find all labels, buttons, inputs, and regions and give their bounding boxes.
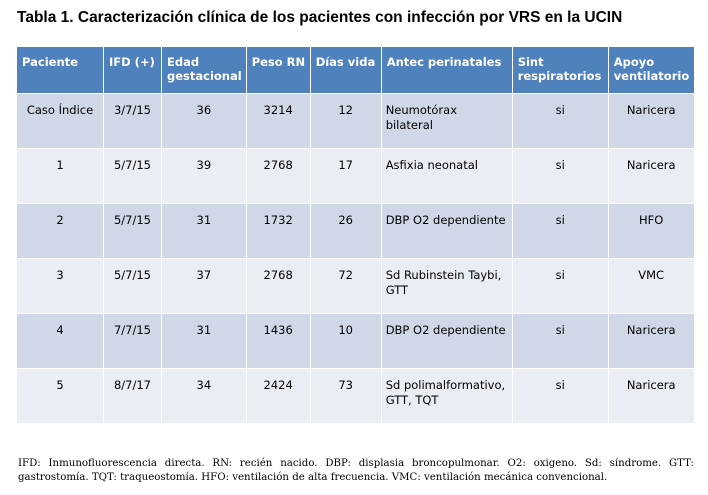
cell-paciente: 2 [16, 203, 104, 259]
cell-dias-vida: 17 [309, 148, 382, 204]
header-sint-respiratorios: Sint respiratorios [511, 46, 609, 94]
cell-sint-respiratorios: si [511, 258, 609, 314]
cell-edad-gestacional: 39 [161, 148, 247, 204]
table-row: 3 5/7/15 37 2768 72 Sd Rubinstein Taybi,… [16, 258, 695, 314]
cell-antec-perinatales: Asfixia neonatal [380, 148, 513, 204]
cell-paciente: 4 [16, 313, 104, 369]
table-header-row: Paciente IFD (+) Edad gestacional Peso R… [16, 46, 695, 94]
cell-ifd: 5/7/15 [103, 203, 162, 259]
cell-antec-perinatales: DBP O2 dependiente [380, 203, 513, 259]
cell-dias-vida: 10 [309, 313, 382, 369]
cell-antec-perinatales: DBP O2 dependiente [380, 313, 513, 369]
table-footnote: IFD: Inmunofluorescencia directa. RN: re… [18, 458, 694, 483]
header-paciente: Paciente [16, 46, 104, 94]
table-row: 5 8/7/17 34 2424 73 Sd polimalformativo,… [16, 368, 695, 424]
cell-antec-perinatales: Sd Rubinstein Taybi, GTT [380, 258, 513, 314]
table-title: Tabla 1. Caracterización clínica de los … [17, 9, 623, 26]
table-row: 4 7/7/15 31 1436 10 DBP O2 dependiente s… [16, 313, 695, 369]
patients-table: Paciente IFD (+) Edad gestacional Peso R… [16, 46, 695, 424]
cell-peso-rn: 2768 [245, 148, 311, 204]
header-antec-perinatales: Antec perinatales [380, 46, 513, 94]
cell-peso-rn: 2424 [245, 368, 311, 424]
cell-apoyo-ventilatorio: Naricera [607, 93, 695, 149]
cell-apoyo-ventilatorio: VMC [607, 258, 695, 314]
cell-apoyo-ventilatorio: Naricera [607, 368, 695, 424]
header-apoyo-ventilatorio: Apoyo ventilatorio [607, 46, 695, 94]
cell-sint-respiratorios: si [511, 203, 609, 259]
cell-ifd: 7/7/15 [103, 313, 162, 369]
cell-edad-gestacional: 36 [161, 93, 247, 149]
cell-edad-gestacional: 34 [161, 368, 247, 424]
cell-edad-gestacional: 37 [161, 258, 247, 314]
cell-paciente: 5 [16, 368, 104, 424]
cell-apoyo-ventilatorio: Naricera [607, 313, 695, 369]
cell-paciente: Caso Índice [16, 93, 104, 149]
cell-ifd: 3/7/15 [103, 93, 162, 149]
cell-peso-rn: 1732 [245, 203, 311, 259]
cell-dias-vida: 26 [309, 203, 382, 259]
cell-edad-gestacional: 31 [161, 203, 247, 259]
cell-sint-respiratorios: si [511, 148, 609, 204]
cell-ifd: 5/7/15 [103, 258, 162, 314]
cell-peso-rn: 2768 [245, 258, 311, 314]
cell-ifd: 5/7/15 [103, 148, 162, 204]
header-ifd: IFD (+) [103, 46, 162, 94]
cell-dias-vida: 73 [309, 368, 382, 424]
header-dias-vida: Días vida [309, 46, 382, 94]
cell-edad-gestacional: 31 [161, 313, 247, 369]
table-row: 2 5/7/15 31 1732 26 DBP O2 dependiente s… [16, 203, 695, 259]
table-row: 1 5/7/15 39 2768 17 Asfixia neonatal si … [16, 148, 695, 204]
cell-paciente: 1 [16, 148, 104, 204]
table-row: Caso Índice 3/7/15 36 3214 12 Neumotórax… [16, 93, 695, 149]
cell-antec-perinatales: Sd polimalformativo, GTT, TQT [380, 368, 513, 424]
cell-peso-rn: 1436 [245, 313, 311, 369]
cell-peso-rn: 3214 [245, 93, 311, 149]
cell-dias-vida: 12 [309, 93, 382, 149]
cell-ifd: 8/7/17 [103, 368, 162, 424]
cell-paciente: 3 [16, 258, 104, 314]
cell-dias-vida: 72 [309, 258, 382, 314]
cell-sint-respiratorios: si [511, 93, 609, 149]
cell-antec-perinatales: Neumotórax bilateral [380, 93, 513, 149]
cell-apoyo-ventilatorio: Naricera [607, 148, 695, 204]
cell-apoyo-ventilatorio: HFO [607, 203, 695, 259]
header-edad-gestacional: Edad gestacional [161, 46, 247, 94]
header-peso-rn: Peso RN [245, 46, 311, 94]
cell-sint-respiratorios: si [511, 368, 609, 424]
cell-sint-respiratorios: si [511, 313, 609, 369]
